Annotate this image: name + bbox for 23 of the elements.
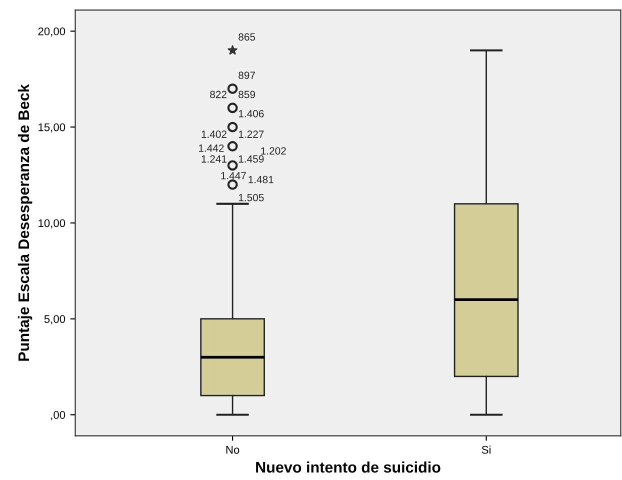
x-axis-title: Nuevo intento de suicidio: [256, 461, 440, 473]
y-tick-label: 15,00: [38, 123, 66, 133]
annotation: 1.459: [238, 155, 264, 163]
annotation: 865: [238, 33, 256, 41]
annotation: 1.447: [221, 172, 246, 180]
annotation: 822: [210, 90, 226, 98]
annotation: 1.402: [202, 130, 226, 138]
annotation: 897: [238, 72, 255, 80]
annotation: 1.505: [238, 194, 264, 202]
annotation: 1.481: [248, 176, 274, 184]
y-tick-label: 20,00: [38, 27, 66, 37]
y-tick-label: 5,00: [44, 315, 66, 324]
annotation: 1.406: [238, 110, 264, 118]
y-tick-label: 10,00: [38, 219, 66, 228]
x-tick-label: Si: [482, 446, 490, 454]
annotation: 1.227: [238, 130, 264, 138]
annotation: 859: [238, 90, 256, 98]
y-axis-title: Puntaje Escala Desesperanza de Beck: [18, 84, 32, 361]
annotation: 1.202: [261, 147, 286, 155]
annotation: 1.241: [202, 155, 227, 163]
y-tick-label: ,00: [51, 411, 66, 420]
x-tick-label: No: [226, 446, 240, 454]
annotation: 1.442: [198, 144, 224, 152]
